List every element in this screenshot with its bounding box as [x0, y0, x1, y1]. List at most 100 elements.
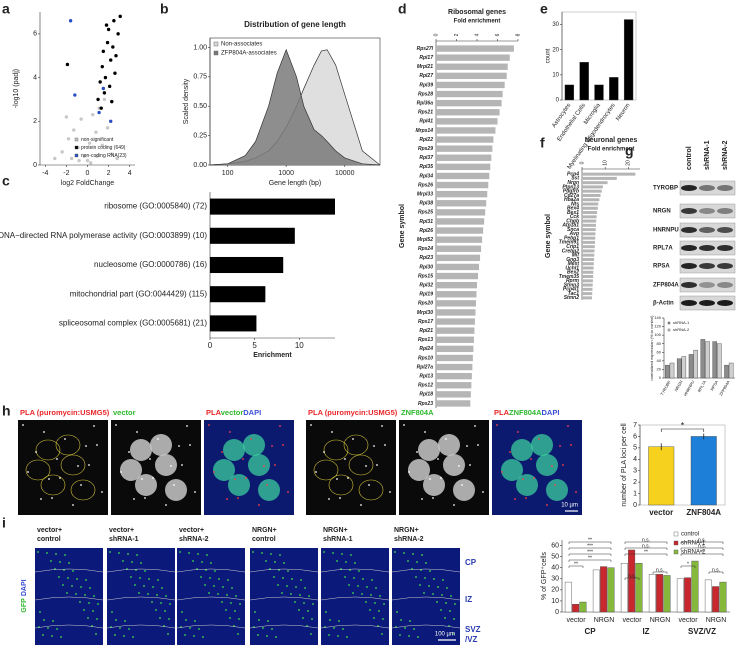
- bar: [582, 219, 597, 223]
- gfp-cell: [89, 587, 91, 589]
- bar: [609, 77, 619, 101]
- bar: [582, 198, 600, 202]
- gfp-cell: [58, 576, 60, 578]
- gfp-cell: [440, 609, 442, 611]
- gfp-cell: [95, 633, 97, 635]
- cell: [516, 474, 538, 496]
- bar: [579, 601, 587, 613]
- y-tick-label: 120: [654, 324, 661, 329]
- bar: [210, 198, 335, 215]
- bar: [436, 118, 498, 125]
- x-tick-label: 1000: [278, 170, 294, 177]
- micrograph-label: vector+: [179, 527, 204, 534]
- bar: [436, 382, 472, 389]
- gfp-cell: [382, 618, 384, 620]
- bar: [436, 109, 500, 116]
- pla-dot: [554, 484, 556, 486]
- gfp-cell: [80, 586, 82, 588]
- blot-band: [717, 208, 733, 214]
- gfp-cell: [185, 619, 187, 621]
- category-label: Rpl39: [419, 82, 433, 88]
- cell: [213, 459, 235, 481]
- gfp-cell: [396, 611, 398, 613]
- pla-dot: [551, 465, 553, 467]
- significance-label: **: [588, 537, 592, 543]
- micrograph: [306, 420, 396, 515]
- cell: [536, 454, 558, 476]
- y-tick-label: 30: [551, 576, 559, 583]
- gfp-cell: [79, 601, 81, 603]
- pla-dot: [509, 451, 511, 453]
- bar: [663, 575, 671, 613]
- y-tick-label: 40: [551, 565, 559, 572]
- bar: [688, 354, 694, 379]
- point: [73, 93, 77, 97]
- pla-dot: [85, 445, 87, 447]
- gfp-cell: [252, 551, 254, 553]
- significance-bracket: [568, 553, 612, 556]
- bar: [648, 446, 675, 506]
- point: [69, 156, 74, 161]
- cell: [155, 454, 177, 476]
- significance-bracket: [568, 541, 612, 544]
- category-label: Rps12: [418, 383, 433, 389]
- y-axis-label: Scaled density: [183, 78, 190, 124]
- point: [66, 137, 71, 141]
- category-label: Rpl41: [419, 119, 433, 125]
- gfp-cell: [66, 592, 68, 594]
- gfp-cell: [88, 602, 90, 604]
- gfp-cell: [136, 554, 138, 556]
- bar: [436, 281, 477, 289]
- micrograph-label: NRGN+: [323, 527, 348, 534]
- category-label: RPL7A: [697, 379, 708, 393]
- y-axis-label: number of PLA loci per cell: [621, 423, 628, 507]
- y-tick-label: 0: [556, 98, 560, 104]
- layer-boundary: [176, 624, 246, 629]
- pla-dot: [575, 491, 577, 493]
- point: [118, 14, 122, 19]
- panel-letter: a: [2, 1, 10, 17]
- gfp-cell: [323, 551, 325, 553]
- bar: [436, 190, 488, 198]
- category-label: DNA−directed RNA polymerase activity (GO…: [0, 231, 207, 240]
- gfp-cell: [374, 602, 376, 604]
- gfp-cell: [135, 569, 137, 571]
- gfp-cell: [159, 617, 161, 619]
- pla-dot: [424, 431, 426, 433]
- gfp-cell: [415, 576, 417, 578]
- bar: [436, 227, 484, 234]
- pla-dot: [72, 504, 74, 506]
- cell: [243, 434, 265, 456]
- cell: [418, 439, 440, 461]
- category-label: Gng3: [566, 257, 579, 263]
- gfp-cell: [46, 552, 48, 554]
- micrograph-label: ZNF804A: [401, 408, 434, 417]
- significance-label: **: [700, 549, 704, 555]
- gfp-cell: [210, 562, 212, 564]
- category-label: Rpl23: [419, 255, 433, 261]
- bar: [665, 364, 670, 379]
- point: [105, 40, 110, 45]
- layer-boundary: [106, 596, 176, 601]
- gfp-cell: [408, 635, 410, 637]
- pla-dot: [533, 477, 535, 479]
- gfp-cell: [193, 635, 195, 637]
- bar: [724, 364, 729, 379]
- layer-boundary: [320, 624, 390, 629]
- gfp-cell: [307, 610, 309, 612]
- gfp-cell: [370, 594, 372, 596]
- gfp-cell: [214, 570, 216, 572]
- x-tick-label: 8: [515, 33, 521, 36]
- pla-dot: [482, 491, 484, 493]
- category-label: Tmem91: [559, 240, 580, 246]
- significance-label: *: [681, 420, 685, 430]
- region-label: IZ: [465, 595, 472, 604]
- pla-dot: [310, 424, 312, 426]
- category-label: Bex1: [567, 210, 579, 216]
- blot-band: [699, 185, 715, 191]
- micrograph-label: PLA (puromycin:USMG5): [20, 408, 110, 417]
- blot-band: [717, 245, 733, 251]
- category-label: Rpl37: [419, 155, 433, 161]
- gfp-cell: [291, 578, 293, 580]
- gfp-cell: [441, 594, 443, 596]
